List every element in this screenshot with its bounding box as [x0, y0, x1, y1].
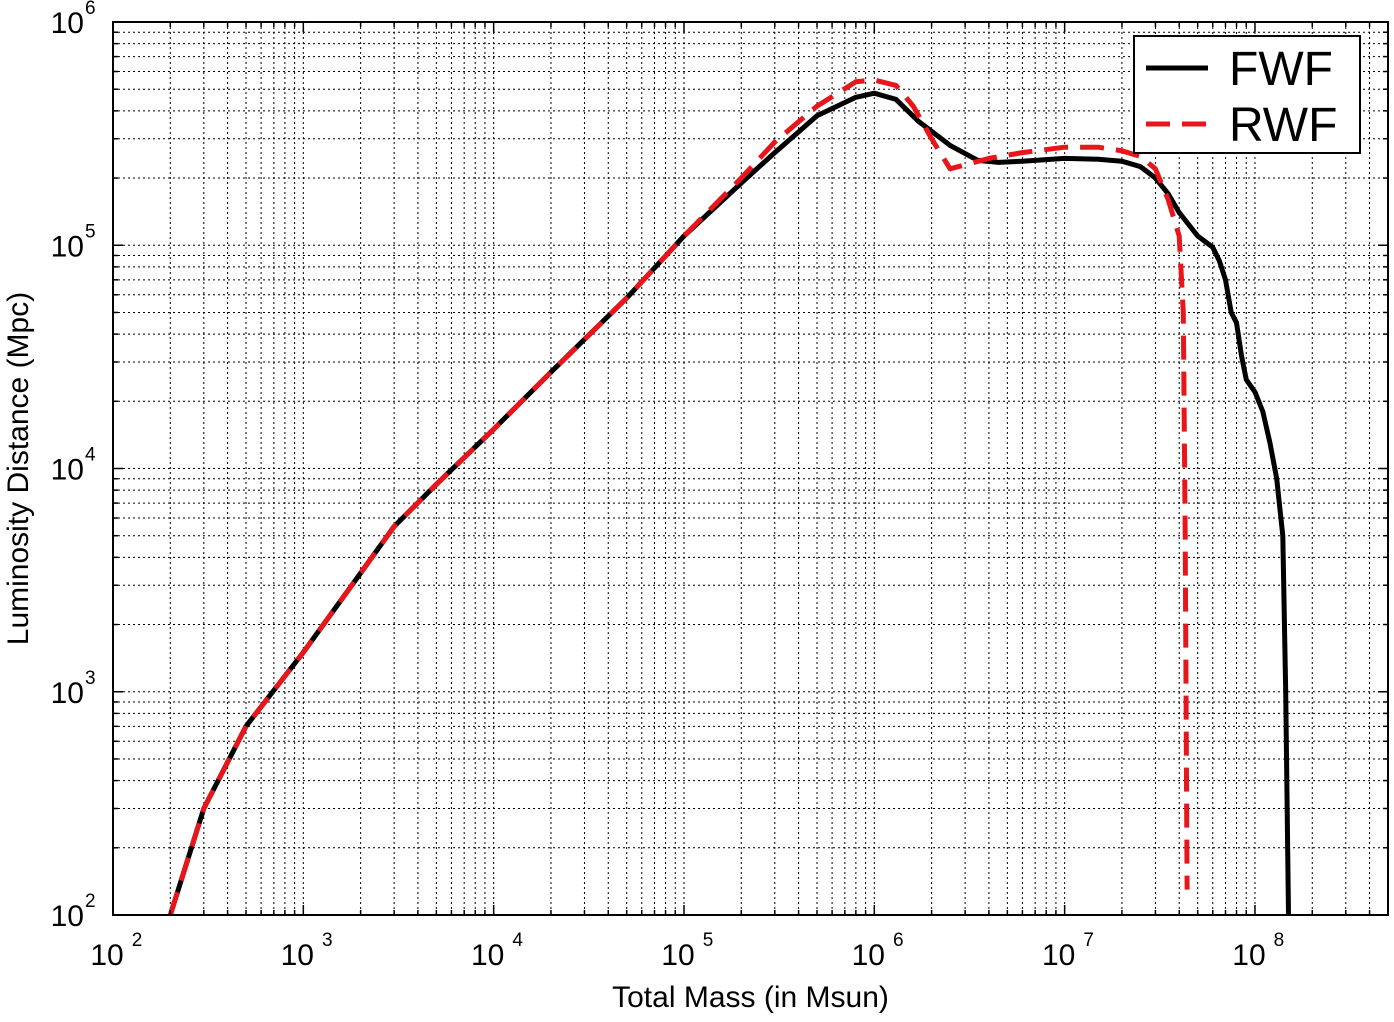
x-tick-label-exponent: 6	[893, 930, 904, 951]
series-layer	[167, 77, 1291, 916]
grid	[113, 22, 1388, 915]
y-tick-label: 10	[51, 7, 84, 40]
x-tick-label: 10	[281, 939, 314, 972]
y-tick-label: 10	[51, 677, 84, 710]
y-tick-label: 10	[51, 230, 84, 263]
y-tick-label: 10	[51, 900, 84, 933]
x-tick-label: 10	[1232, 939, 1265, 972]
axis-ticks: 10 2 10 3 10 4 10 5 10 6 10 7 10 810 210 310 410 510 6	[51, 0, 1389, 972]
legend-label-rwf: RWF	[1229, 99, 1337, 152]
y-tick-label-exponent: 2	[85, 891, 96, 912]
x-tick-label: 10	[90, 939, 123, 972]
y-tick-label-exponent: 6	[85, 0, 96, 19]
x-tick-label-exponent: 5	[703, 930, 714, 951]
x-tick-label-exponent: 7	[1083, 930, 1094, 951]
y-tick-label-exponent: 4	[85, 445, 96, 466]
y-tick-label-exponent: 5	[85, 221, 96, 242]
legend-box	[1133, 35, 1361, 154]
legend-label-fwf: FWF	[1229, 43, 1333, 96]
x-tick-label-exponent: 3	[322, 930, 333, 951]
x-tick-label: 10	[1042, 939, 1075, 972]
x-tick-label-exponent: 2	[132, 930, 143, 951]
series-line-fwf	[167, 90, 1291, 916]
series-line-rwf	[167, 77, 1190, 916]
y-tick-label-exponent: 3	[85, 668, 96, 689]
x-tick-label: 10	[852, 939, 885, 972]
x-tick-label-exponent: 4	[512, 930, 523, 951]
y-tick-label: 10	[51, 454, 84, 487]
x-axis-label: Total Mass (in Msun)	[612, 981, 889, 1014]
x-tick-label-exponent: 8	[1274, 930, 1285, 951]
x-tick-label: 10	[661, 939, 694, 972]
x-tick-label: 10	[471, 939, 504, 972]
y-axis-label: Luminosity Distance (Mpc)	[2, 292, 35, 645]
